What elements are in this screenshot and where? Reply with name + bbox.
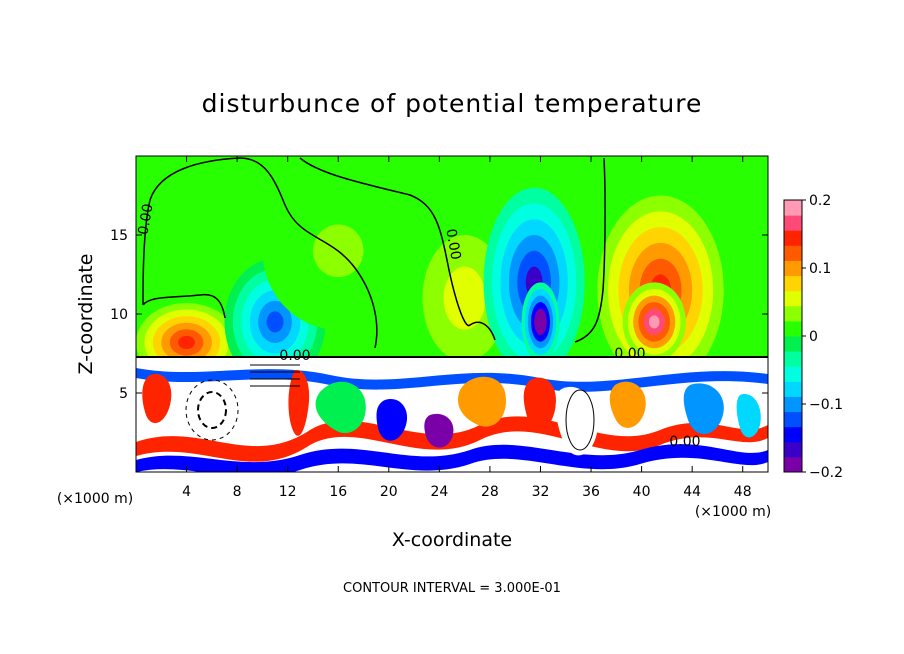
colorbar-segment-16: [784, 230, 802, 246]
x-tick-label-28: 28: [481, 484, 499, 500]
colorbar-segment-14: [784, 260, 802, 277]
contour-label-3: 0.00: [279, 348, 310, 364]
colorbar-segment-5: [784, 396, 802, 413]
x-tick-label-16: 16: [329, 484, 347, 500]
x-unit-label-left: (×1000 m): [57, 491, 133, 507]
lower-band-red: [136, 416, 768, 462]
contour-interval-note: CONTOUR INTERVAL = 3.000E-01: [343, 581, 561, 596]
lower-plume-white: [555, 386, 599, 456]
lower-plume-green-1: [315, 381, 366, 434]
zero-contour-middle: [299, 157, 496, 341]
upper-field-layer: [136, 171, 724, 393]
colorbar-tick-label-2: 0.1: [809, 261, 831, 277]
x-tick-label-20: 20: [380, 484, 398, 500]
lower-plume-red-3: [523, 377, 556, 432]
colorbar-segment-6: [784, 381, 802, 397]
lower-band-blue: [136, 444, 768, 472]
colorbar-frame: [783, 199, 803, 473]
colorbar-segment-2: [784, 441, 802, 458]
lower-plume-blue-2: [376, 399, 408, 441]
lower-plume-orange-2: [609, 381, 646, 428]
x-tick-label-12: 12: [279, 484, 297, 500]
colorbar-tick-label-3: 0: [809, 329, 818, 345]
lower-wave-lines: [250, 364, 300, 387]
x-tick-label-8: 8: [233, 484, 242, 500]
colorbar-segment-17: [784, 215, 802, 231]
contour-label-4: 0.00: [614, 346, 645, 362]
upper-feature-4-band-6: [454, 282, 476, 315]
colorbar-tick-label-4: −0.1: [809, 397, 843, 413]
upper-feature-2-band-6: [266, 311, 284, 333]
colorbar-tick-label-1: 0.2: [809, 193, 831, 209]
colorbar-segment-10: [784, 320, 802, 337]
lower-plume-orange-1: [458, 376, 506, 427]
contour-label-2: 0.00: [442, 228, 463, 261]
colorbar-segment-11: [784, 305, 802, 322]
contour-labels: 0.00 0.00 0.00 0.00 0.00: [135, 203, 700, 450]
colorbar-segment-18: [784, 200, 802, 216]
lower-plume-blue-1: [683, 383, 724, 435]
contour-lines: [142, 157, 606, 349]
colorbar-segment-15: [784, 245, 802, 261]
lower-vortex-2: [185, 379, 239, 441]
colorbar: 0.2 0.1 0 −0.1 −0.2: [784, 193, 843, 481]
colorbar-segment-1: [784, 456, 802, 473]
colorbar-segment-13: [784, 275, 802, 292]
zero-contour-left: [142, 157, 378, 349]
zero-contour-left-lower: [142, 293, 226, 319]
y-tick-label-5: 5: [119, 386, 128, 402]
x-tick-label-44: 44: [683, 484, 701, 500]
colorbar-segment-8: [784, 351, 802, 367]
x-tick-label-24: 24: [430, 484, 448, 500]
colorbar-segment-9: [784, 336, 802, 352]
x-axis-label: X-coordinate: [392, 529, 512, 551]
lower-vortex-1: [197, 391, 227, 429]
x-tick-label-36: 36: [582, 484, 600, 500]
y-tick-label-10: 10: [110, 307, 128, 323]
y-tick-label-15: 15: [110, 228, 128, 244]
x-unit-label-right: (×1000 m): [695, 504, 771, 520]
colorbar-segment-7: [784, 366, 802, 382]
upper-feature-1-band-6: [178, 335, 195, 350]
x-tick-label-4: 4: [182, 484, 191, 500]
y-axis-ticks: 5 10 15: [110, 228, 768, 402]
x-tick-label-32: 32: [532, 484, 550, 500]
colorbar-tick-label-5: −0.2: [809, 465, 843, 481]
upper-feature-8-band-6: [648, 315, 660, 329]
lower-plume-purple: [424, 413, 454, 448]
lower-plume-cyan: [736, 394, 761, 438]
contour-label-5: 0.00: [669, 434, 700, 450]
colorbar-segment-3: [784, 426, 802, 443]
lower-vortex-3: [565, 389, 595, 451]
x-tick-label-40: 40: [633, 484, 651, 500]
x-tick-label-48: 48: [734, 484, 752, 500]
colorbar-segment-4: [784, 411, 802, 428]
chart-title: disturbunce of potential temperature: [202, 89, 703, 118]
turbulent-lower-layer: [136, 356, 768, 472]
y-axis-label: Z-coordinate: [75, 254, 97, 375]
x-axis-ticks: 4 8 12 16 20 24 28 32 36 40 44 48: [182, 156, 752, 500]
colorbar-segment-12: [784, 290, 802, 307]
zero-contour-right: [574, 157, 606, 343]
contour-label-1: 0.00: [135, 203, 156, 236]
lower-plume-red-1: [142, 374, 172, 424]
upper-feature-6-band-6: [537, 315, 544, 329]
